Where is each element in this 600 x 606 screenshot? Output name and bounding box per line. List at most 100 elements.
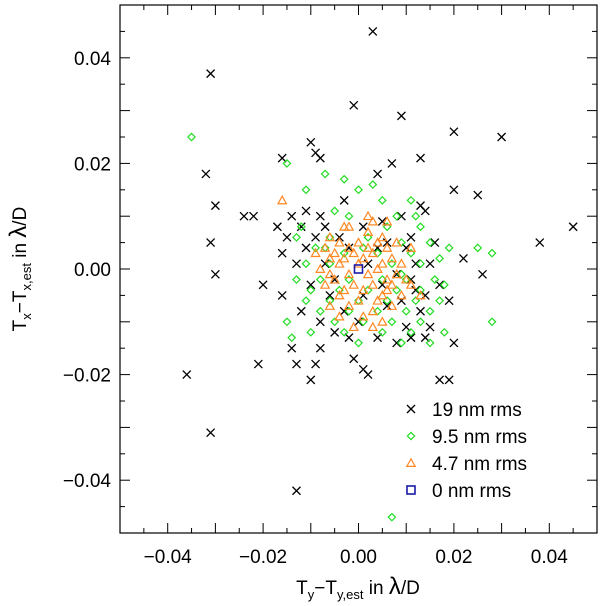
- data-point: [363, 370, 373, 380]
- data-point: [362, 226, 374, 236]
- cross-stroke: [411, 259, 421, 269]
- data-point: [373, 333, 383, 343]
- data-point: [353, 237, 364, 247]
- axis-ticks: [119, 4, 598, 534]
- data-point: [401, 322, 411, 332]
- cross-stroke: [277, 153, 287, 163]
- data-point: [358, 222, 368, 232]
- data-point: [420, 333, 430, 343]
- data-point: [435, 375, 445, 385]
- data-point: [276, 194, 288, 205]
- data-point: [373, 243, 383, 253]
- data-point: [210, 269, 220, 279]
- data-point: [358, 290, 368, 300]
- data-point: [430, 275, 440, 285]
- data-point: [282, 317, 292, 327]
- cross-stroke: [249, 211, 259, 221]
- data-point: [292, 275, 301, 285]
- data-point: [343, 300, 355, 310]
- legend-label: 4.7 nm rms: [432, 454, 527, 475]
- data-point: [206, 238, 216, 248]
- cross-stroke: [272, 222, 282, 232]
- cross-stroke: [377, 217, 387, 226]
- cross-stroke: [363, 370, 373, 380]
- data-point: [381, 274, 393, 284]
- data-point: [324, 300, 336, 310]
- data-point: [377, 327, 387, 337]
- cross-stroke: [358, 364, 368, 374]
- series-diamond: [187, 132, 497, 522]
- data-point: [330, 317, 340, 327]
- data-point: [430, 238, 440, 248]
- cross-stroke: [339, 195, 349, 205]
- data-point: [387, 317, 397, 327]
- cross-stroke: [349, 354, 359, 364]
- cross-stroke: [320, 222, 330, 232]
- data-point: [439, 327, 449, 337]
- data-point: [362, 268, 374, 279]
- data-point: [324, 268, 336, 279]
- data-point: [325, 290, 335, 300]
- data-point: [306, 375, 316, 385]
- legend-label: 0 nm rms: [432, 481, 511, 502]
- data-point: [473, 243, 483, 253]
- data-point: [344, 211, 354, 221]
- cross-stroke: [277, 290, 287, 300]
- cross-stroke: [382, 301, 392, 311]
- data-point: [377, 258, 388, 268]
- data-point: [249, 211, 259, 221]
- data-point: [411, 259, 421, 269]
- data-point: [354, 185, 363, 195]
- data-point: [338, 221, 350, 231]
- tick-labels: −0.04 −0.02 0.00 0.02 0.04 −0.04 −0.02 0.00 0.02…: [63, 49, 568, 568]
- data-point: [282, 158, 292, 168]
- cross-stroke: [401, 243, 411, 253]
- cross-stroke: [358, 290, 368, 300]
- data-point: [396, 111, 406, 121]
- data-point: [354, 317, 363, 327]
- data-point: [358, 311, 369, 321]
- series-cross: [182, 26, 578, 496]
- data-point: [348, 247, 359, 258]
- data-point: [325, 296, 335, 306]
- data-point: [306, 280, 316, 290]
- data-point: [386, 300, 398, 310]
- data-point: [373, 169, 383, 179]
- cross-stroke: [444, 296, 454, 306]
- data-point: [406, 232, 416, 242]
- data-point: [306, 137, 316, 147]
- data-point: [311, 232, 321, 242]
- data-point: [416, 222, 425, 232]
- data-point: [405, 279, 417, 289]
- series-square: [353, 264, 364, 274]
- x-tick-label: 0.02: [435, 547, 472, 568]
- data-point: [425, 306, 435, 316]
- data-point: [282, 232, 292, 242]
- data-point: [334, 289, 345, 300]
- data-point: [387, 158, 397, 168]
- cross-stroke: [425, 259, 435, 269]
- data-point: [396, 258, 407, 268]
- data-point: [382, 222, 392, 232]
- data-point: [372, 237, 383, 247]
- data-point: [343, 242, 355, 252]
- data-point: [406, 327, 416, 337]
- plot-content: [182, 26, 578, 522]
- cross-stroke: [344, 243, 354, 253]
- data-point: [182, 370, 192, 380]
- data-point: [329, 274, 340, 284]
- legend-item: 0 nm rms: [406, 481, 511, 502]
- cross-stroke: [473, 190, 483, 200]
- data-point: [338, 284, 350, 295]
- data-point: [363, 259, 373, 269]
- data-point: [349, 354, 359, 364]
- data-point: [401, 306, 411, 316]
- cross-stroke: [411, 285, 421, 295]
- data-point: [348, 321, 359, 332]
- data-point: [386, 279, 398, 289]
- cross-stroke: [416, 153, 425, 163]
- data-point: [344, 243, 354, 253]
- cross-stroke: [449, 127, 459, 137]
